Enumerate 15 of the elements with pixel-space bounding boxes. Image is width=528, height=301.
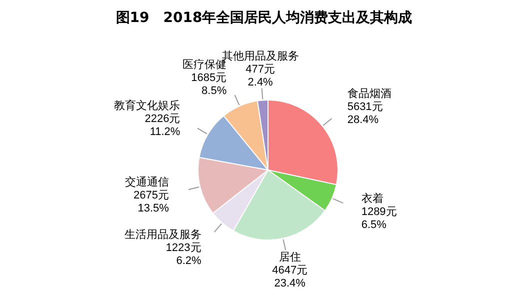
chart-title: 图19 2018年全国居民人均消费支出及其构成 [116,10,412,26]
slice-label: 交通通信 [124,175,169,188]
slice-label: 食品烟酒 [347,86,392,100]
slice-label: 教育文化娱乐 [114,99,180,112]
slice-label: 衣着 [361,192,384,206]
data-label: 4647元 23.4% [272,264,308,290]
data-label: 1685元 8.5% [191,72,227,97]
slice-label: 生活用品及服务 [124,228,202,242]
data-label: 1223元 6.2% [166,242,202,268]
data-label: 2675元 13.5% [133,189,170,214]
data-label: 477元 2.4% [246,63,275,88]
data-label: 2226元 11.2% [144,113,180,138]
data-label: 5631元 28.4% [347,100,383,126]
slice-label: 居住 [278,252,301,264]
data-label: 1289元 6.5% [361,206,397,232]
